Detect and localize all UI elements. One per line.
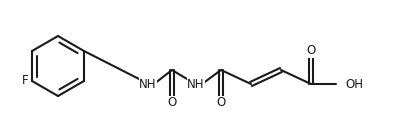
Text: OH: OH (345, 78, 363, 90)
Text: O: O (306, 44, 315, 58)
Text: NH: NH (187, 78, 205, 90)
Text: F: F (22, 75, 28, 87)
Text: O: O (167, 97, 177, 109)
Text: NH: NH (139, 78, 157, 90)
Text: O: O (216, 97, 226, 109)
